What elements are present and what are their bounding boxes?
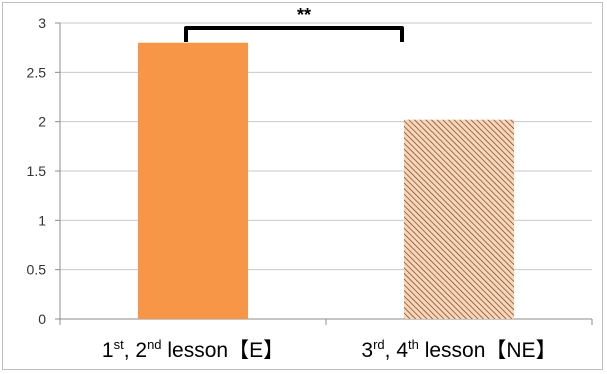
y-tick-label: 2.5 xyxy=(27,64,47,80)
significance-bracket: ** xyxy=(184,5,404,42)
y-tick-labels: 0 0.5 1 1.5 2 2.5 3 xyxy=(27,15,47,327)
y-tick-label: 0.5 xyxy=(27,262,47,278)
y-tick-label: 0 xyxy=(38,311,46,327)
y-tick-label: 1 xyxy=(38,212,46,228)
y-tick-label: 2 xyxy=(38,114,46,130)
y-tick-label: 3 xyxy=(38,15,46,31)
bars xyxy=(138,42,514,320)
y-tick-label: 1.5 xyxy=(27,163,47,179)
x-category-label: 1st, 2nd lesson【E】 xyxy=(102,337,284,362)
category-labels: 1st, 2nd lesson【E】 3rd, 4th lesson【NE】 xyxy=(102,337,557,362)
significance-bracket-line xyxy=(184,26,404,42)
x-category-label: 3rd, 4th lesson【NE】 xyxy=(361,337,556,362)
significance-label: ** xyxy=(297,5,311,25)
bar-2 xyxy=(404,119,514,320)
bar-1 xyxy=(138,42,248,319)
